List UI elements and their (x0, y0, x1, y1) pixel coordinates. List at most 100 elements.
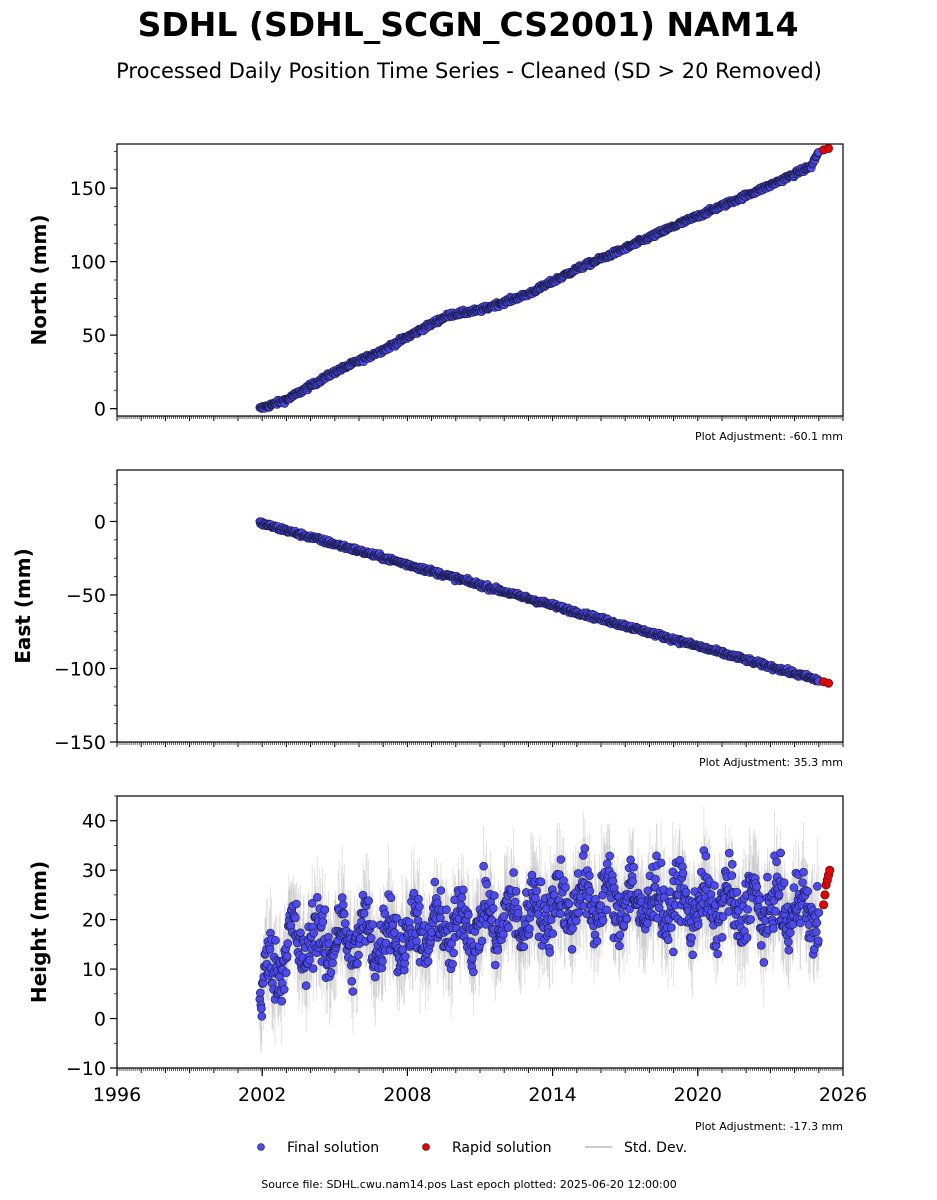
height-final-point (430, 877, 440, 887)
height-final-point (392, 913, 401, 923)
y-tick-label: −10 (66, 1058, 106, 1080)
y-tick-label: 150 (70, 178, 106, 200)
height-final-point (687, 933, 696, 943)
height-final-point (339, 909, 349, 919)
east-panel: 0 −50 −100 −150 East (mm) Plot Adjustment: 35… (11, 469, 844, 769)
height-y-ticks: −10 0 10 20 30 40 (66, 795, 117, 1080)
height-final-point (277, 996, 287, 1006)
height-final-point (718, 912, 728, 922)
height-final-point (779, 878, 789, 888)
height-final-point (771, 906, 780, 916)
height-final-point (477, 936, 487, 946)
height-final-point (318, 917, 328, 927)
height-final-point (499, 912, 509, 921)
height-final-point (265, 944, 275, 954)
height-final-point (798, 878, 807, 887)
source-file-note: Source file: SDHL.cwu.nam14.pos Last epo… (261, 1178, 677, 1191)
height-final-point (652, 851, 661, 861)
height-final-point (626, 855, 635, 865)
height-final-point (519, 942, 529, 952)
height-final-point (813, 936, 823, 946)
y-tick-label: −100 (54, 658, 106, 680)
figure-subtitle: Processed Daily Position Time Series - C… (116, 59, 822, 83)
height-final-point (255, 988, 265, 998)
height-final-point (366, 933, 376, 943)
height-final-point (585, 886, 595, 896)
x-tick-label: 2002 (238, 1084, 286, 1106)
height-final-point (688, 950, 698, 960)
height-final-point (509, 868, 518, 877)
height-final-point (414, 894, 423, 904)
height-final-point (701, 851, 711, 861)
height-final-point (286, 921, 296, 930)
height-final-point (556, 855, 566, 864)
height-final-point (602, 905, 612, 915)
height-final-point (307, 898, 317, 908)
legend-rapid-marker (422, 1143, 430, 1151)
height-rapid-points (819, 865, 835, 910)
height-final-point (450, 895, 459, 905)
height-final-point (442, 905, 451, 915)
height-final-point (643, 918, 652, 928)
north-x-ticks (116, 416, 844, 421)
height-final-point (666, 923, 676, 932)
height-final-point (510, 897, 520, 907)
height-final-point (337, 893, 347, 902)
height-final-point (811, 927, 821, 937)
height-final-point (449, 948, 458, 958)
x-tick-label: 2008 (383, 1084, 431, 1106)
east-x-ticks (116, 742, 844, 747)
north-y-ticks: 0 50 100 150 (70, 151, 117, 421)
height-final-point (622, 914, 632, 924)
height-final-point (776, 848, 786, 858)
height-final-point (578, 851, 588, 860)
height-final-point (328, 958, 337, 968)
height-final-point (546, 915, 556, 925)
height-final-point (320, 905, 330, 915)
height-final-point (598, 916, 608, 925)
height-final-point (769, 924, 778, 933)
height-final-point (354, 950, 363, 960)
height-final-point (573, 869, 583, 878)
height-final-point (799, 867, 808, 877)
height-final-point (368, 920, 378, 929)
height-final-point (488, 903, 498, 913)
height-final-point (812, 881, 822, 891)
height-final-point (386, 893, 396, 903)
height-final-point (814, 908, 824, 917)
height-final-point (359, 909, 369, 918)
height-final-point (308, 964, 318, 973)
height-final-point (525, 924, 534, 934)
height-final-point (763, 872, 772, 882)
height-plot-adjustment: Plot Adjustment: -17.3 mm (695, 1120, 843, 1133)
east-plot-adjustment: Plot Adjustment: 35.3 mm (699, 756, 843, 769)
legend-stddev-label: Std. Dev. (624, 1140, 687, 1156)
height-final-point (457, 893, 467, 902)
height-final-point (629, 862, 638, 872)
height-final-point (727, 859, 737, 869)
height-final-point (756, 941, 766, 950)
height-final-point (743, 905, 752, 914)
north-panel: 0 50 100 150 North (mm) Plot Adjustment: -60.… (27, 143, 844, 443)
north-rapid-point (824, 144, 833, 153)
height-rapid-point (825, 865, 835, 875)
height-final-point (774, 890, 784, 900)
height-final-point (381, 938, 391, 948)
north-plot-area (255, 144, 833, 413)
height-final-points (255, 844, 824, 1021)
height-final-point (742, 933, 752, 942)
height-final-point (511, 886, 521, 896)
height-final-point (312, 892, 322, 902)
height-final-point (556, 909, 565, 919)
height-final-point (348, 987, 358, 996)
height-final-point (643, 886, 653, 896)
east-y-axis-label: East (mm) (11, 548, 35, 664)
height-final-point (469, 967, 478, 977)
height-final-point (340, 919, 350, 928)
height-final-point (532, 886, 541, 896)
height-final-point (436, 886, 446, 895)
height-final-point (291, 913, 300, 923)
height-final-point (447, 939, 456, 948)
height-final-point (271, 935, 280, 945)
height-final-point (380, 909, 390, 919)
